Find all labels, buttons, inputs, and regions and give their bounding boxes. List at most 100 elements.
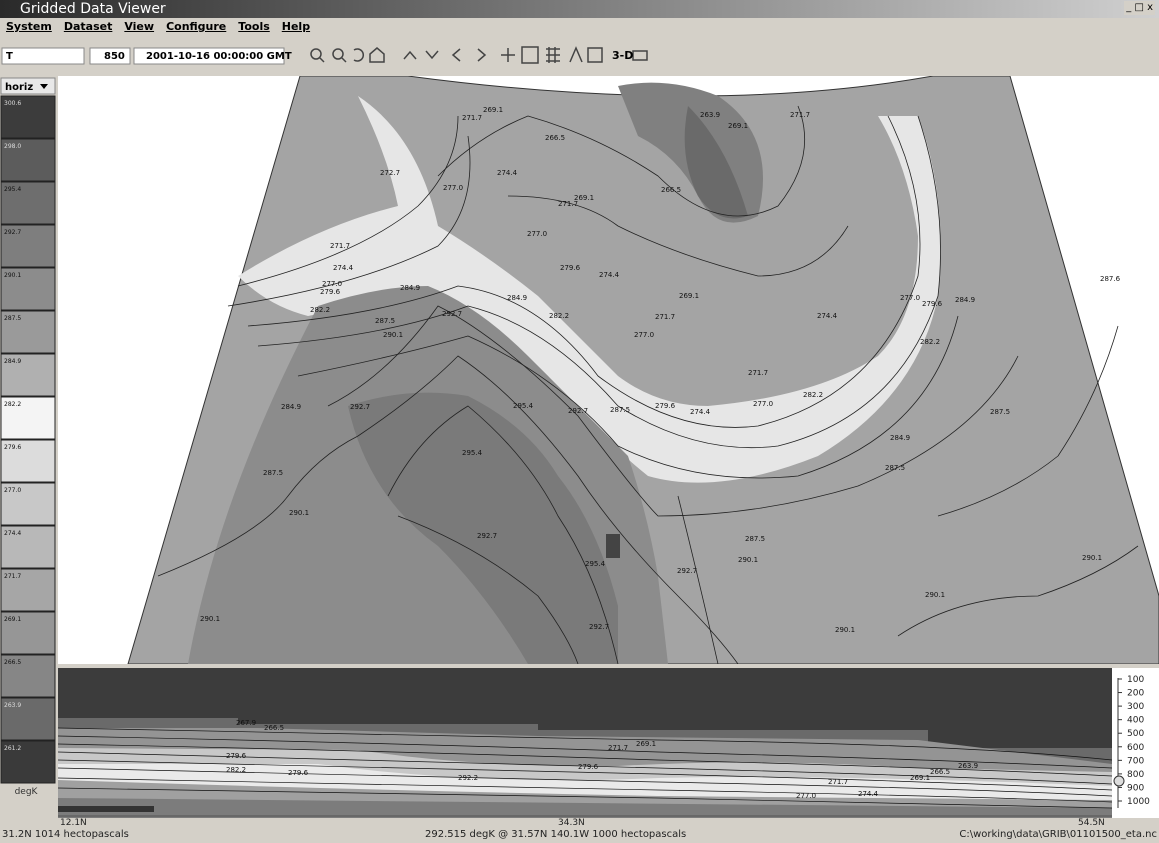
contour-label: 279.6 [578,763,599,771]
contour-label: 279.6 [288,769,309,777]
contour-label: 266.5 [545,134,565,142]
grid-button[interactable] [546,47,560,63]
menu-item[interactable]: Help [281,20,311,33]
contour-label: 287.5 [885,464,905,472]
cross-section-view: 267.9 266.5 271.7 269.1 279.6 292.2 279.6 282.2… [58,668,1159,826]
legend-swatch [0,95,56,139]
pressure-tick-label: 900 [1127,783,1144,793]
status-position: 31.2N 1014 hectopascals [2,829,129,840]
winds-button[interactable] [569,46,583,63]
contour-label: 269.1 [910,774,930,782]
legend-mode-select[interactable] [0,77,56,95]
contour-label: 290.1 [1082,554,1102,562]
legend-label: 274.4 [4,530,21,537]
contour-label: 267.9 [236,719,256,727]
contour-label: 292.7 [442,310,462,318]
pan-up-button[interactable] [403,50,417,60]
contour-label: 287.5 [990,408,1010,416]
contour-label: 269.1 [679,292,699,300]
menu-item[interactable]: Configure [166,20,227,33]
legend-swatch [0,267,56,311]
legend-label: 277.0 [4,487,21,494]
legend-swatch [0,568,56,612]
legend-label: 295.4 [4,186,21,193]
status-bar: 31.2N 1014 hectopascals 292.515 degK @ 3… [0,826,1159,843]
contour-label: 271.7 [330,242,350,250]
pan-down-button[interactable] [425,50,439,60]
status-file: C:\working\data\GRIB\01101500_eta.nc [959,829,1157,840]
menu-item[interactable]: Dataset [63,20,113,33]
level-slider[interactable] [1113,775,1125,787]
contour-label: 290.1 [738,556,758,564]
legend-swatch [0,439,56,483]
contour-label: 279.6 [655,402,676,410]
contour-label: 269.1 [574,194,594,202]
legend-label: 284.9 [4,358,21,365]
legend-label: 269.1 [4,616,21,623]
pressure-tick-label: 300 [1127,702,1144,712]
latitude-tick-label: 12.1N [60,818,87,826]
zoom-out-button[interactable] [332,48,347,63]
contour-label: 287.6 [1100,275,1121,283]
pan-left-button[interactable] [451,48,461,62]
contour-label: 290.1 [289,509,309,517]
contour-label: 274.4 [817,312,838,320]
contour-label: 290.1 [835,626,855,634]
contour-label: 279.6 [560,264,581,272]
time-spinner[interactable] [133,47,285,65]
maximize-button[interactable]: □ [1134,2,1144,13]
status-readout: 292.515 degK @ 31.57N 140.1W 1000 hectop… [425,829,687,840]
contour-label: 284.9 [955,296,975,304]
home-button[interactable] [369,47,385,63]
legend-label: 290.1 [4,272,21,279]
pressure-tick-label: 700 [1127,756,1144,766]
zoom-in-button[interactable] [310,48,325,63]
menu-item[interactable]: System [6,20,52,33]
contour-label: 277.0 [443,184,463,192]
parameter-select[interactable] [1,47,85,65]
contour-label: 271.7 [462,114,482,122]
contour-label: 282.2 [549,312,569,320]
contour-label: 295.4 [462,449,483,457]
contour-label: 282.2 [803,391,823,399]
menu-bar: System Dataset View Configure Tools Help [0,18,1159,36]
contour-label: 282.2 [310,306,330,314]
contour-label: 284.9 [400,284,420,292]
menu-item[interactable]: Tools [238,20,270,33]
contour-label: 263.9 [958,762,978,770]
close-button[interactable]: x [1147,2,1153,13]
print-button[interactable] [632,50,648,61]
legend-swatch [0,353,56,397]
level: 850 [104,51,125,62]
contour-label: 287.5 [263,469,283,477]
minimize-button[interactable]: _ [1126,2,1132,13]
3d-button[interactable]: 3-D [612,49,633,62]
contour-label: 292.7 [589,623,609,631]
contour-label: 290.1 [383,331,403,339]
rotate-button[interactable] [353,48,364,62]
contour-label: 292.2 [458,774,478,782]
contour-label: 266.5 [930,768,950,776]
pan-right-button[interactable] [477,48,487,62]
legend-swatch [0,181,56,225]
legend-mode: horiz [5,82,33,93]
contour-label: 269.1 [728,122,748,130]
contour-label: 274.4 [690,408,711,416]
contour-label: 279.6 [226,752,247,760]
legend-label: 261.2 [4,745,21,752]
crosshair-button[interactable] [501,48,515,62]
contour-label: 295.4 [585,560,606,568]
legend-swatch [0,482,56,526]
contour-label: 271.7 [828,778,848,786]
menu-item[interactable]: View [124,20,155,33]
2d-button[interactable] [587,47,603,63]
contour-label: 266.5 [661,186,681,194]
pressure-tick-label: 100 [1127,675,1144,685]
contour-label: 266.5 [264,724,284,732]
contour-label: 279.6 [320,288,341,296]
toolbar: T 850 2001-10-16 00:00:00 GMT 3-D [1,46,648,65]
contour-label: 282.2 [920,338,940,346]
level-spinner[interactable] [89,47,131,65]
map-button[interactable] [521,46,539,64]
